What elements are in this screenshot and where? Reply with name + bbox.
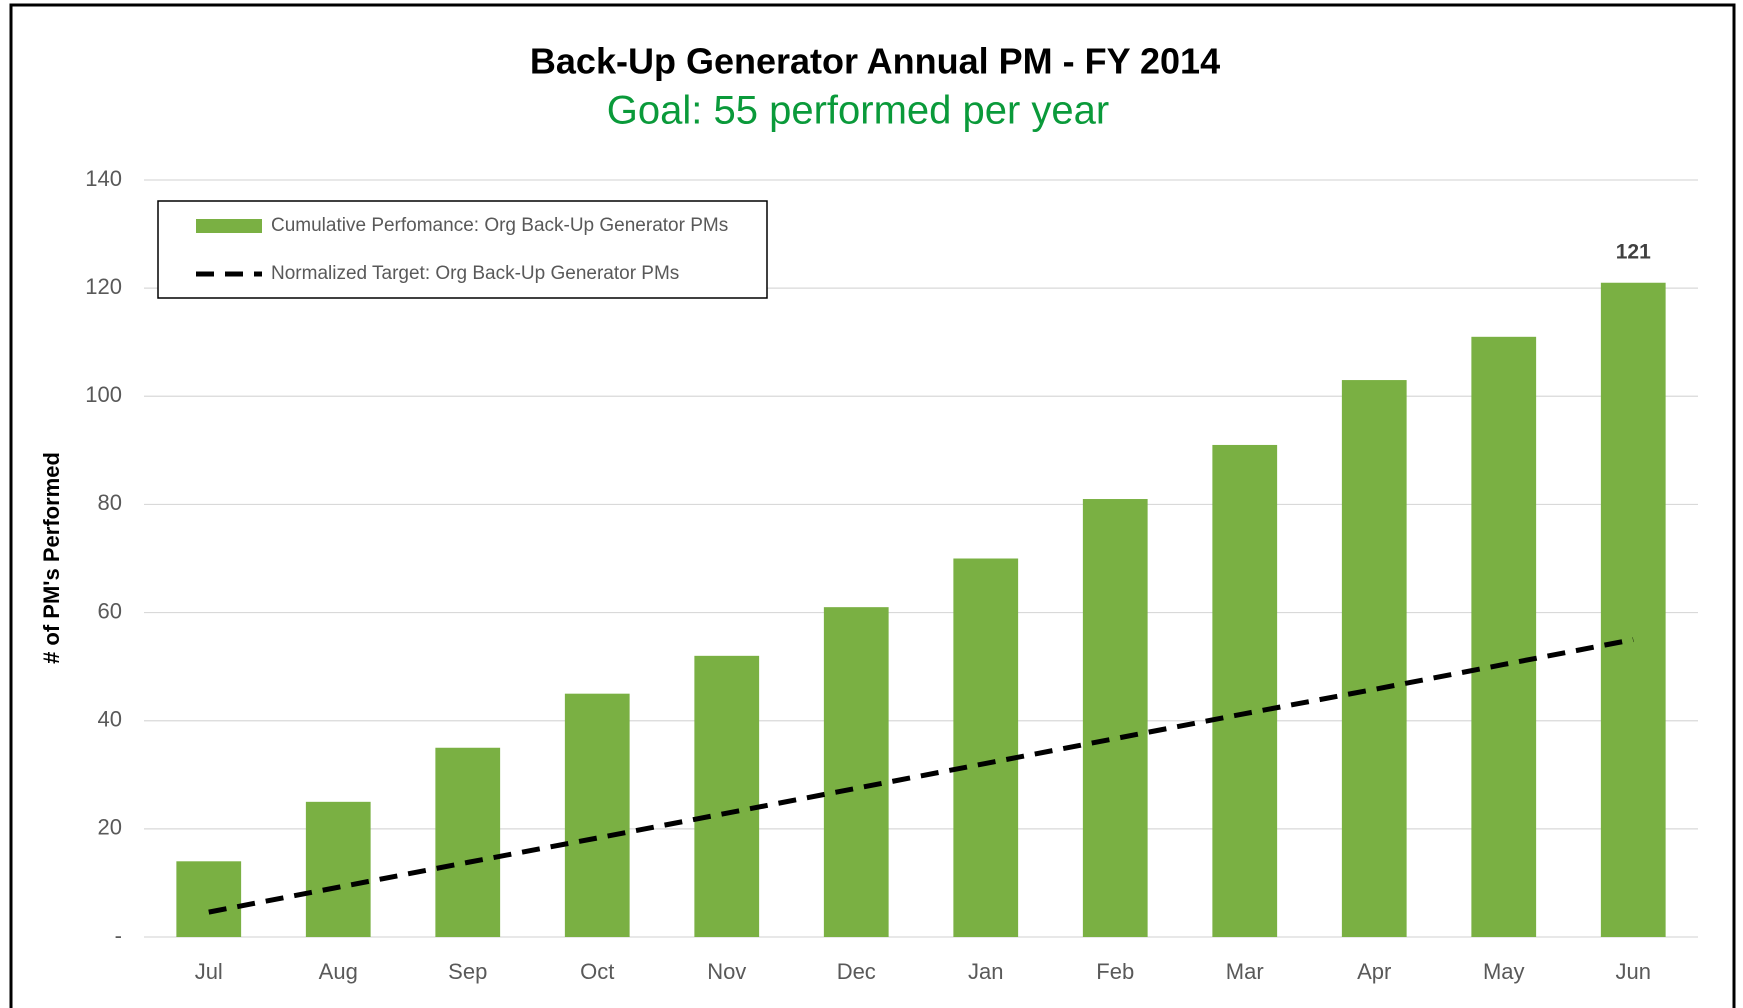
frame [9,3,1736,1008]
bar [1341,380,1407,937]
bar [694,655,760,937]
y-tick-label: 140 [85,166,122,191]
x-tick-label: Jun [1616,959,1651,984]
bar [176,861,242,937]
chart-subtitle: Goal: 55 performed per year [607,89,1109,133]
bar [435,747,501,937]
bar [305,801,371,937]
x-tick-label: Jul [195,959,223,984]
x-tick-label: May [1483,959,1525,984]
x-tick-label: Nov [707,959,746,984]
legend-label: Normalized Target: Org Back-Up Generator… [271,263,679,284]
y-tick-label: 60 [98,598,122,623]
y-tick-label: 120 [85,274,122,299]
x-tick-label: Dec [837,959,876,984]
bar [953,558,1019,937]
x-tick-label: Mar [1226,959,1264,984]
x-tick-label: Feb [1096,959,1134,984]
x-tick-label: Sep [448,959,487,984]
chart-title: Back-Up Generator Annual PM - FY 2014 [530,41,1220,82]
legend-label: Cumulative Perfomance: Org Back-Up Gener… [271,215,728,236]
x-tick-label: Oct [580,959,614,984]
target-line [208,637,1634,915]
bar [1471,336,1537,937]
bar [1600,282,1666,937]
data-label: 121 [1616,240,1651,263]
y-tick-label: 40 [98,707,122,732]
y-tick-label: - [115,923,122,948]
y-tick-label: 80 [98,490,122,515]
bar [564,693,630,937]
legend-swatch [196,219,262,233]
y-tick-label: 20 [98,815,122,840]
x-tick-label: Jan [968,959,1003,984]
bar [1212,444,1278,937]
x-tick-label: Aug [319,959,358,984]
legend-box [157,200,768,299]
x-tick-label: Apr [1357,959,1391,984]
y-axis-label: # of PM's Performed [39,452,64,664]
bar [1082,499,1148,937]
bar [823,607,889,937]
y-tick-label: 100 [85,382,122,407]
